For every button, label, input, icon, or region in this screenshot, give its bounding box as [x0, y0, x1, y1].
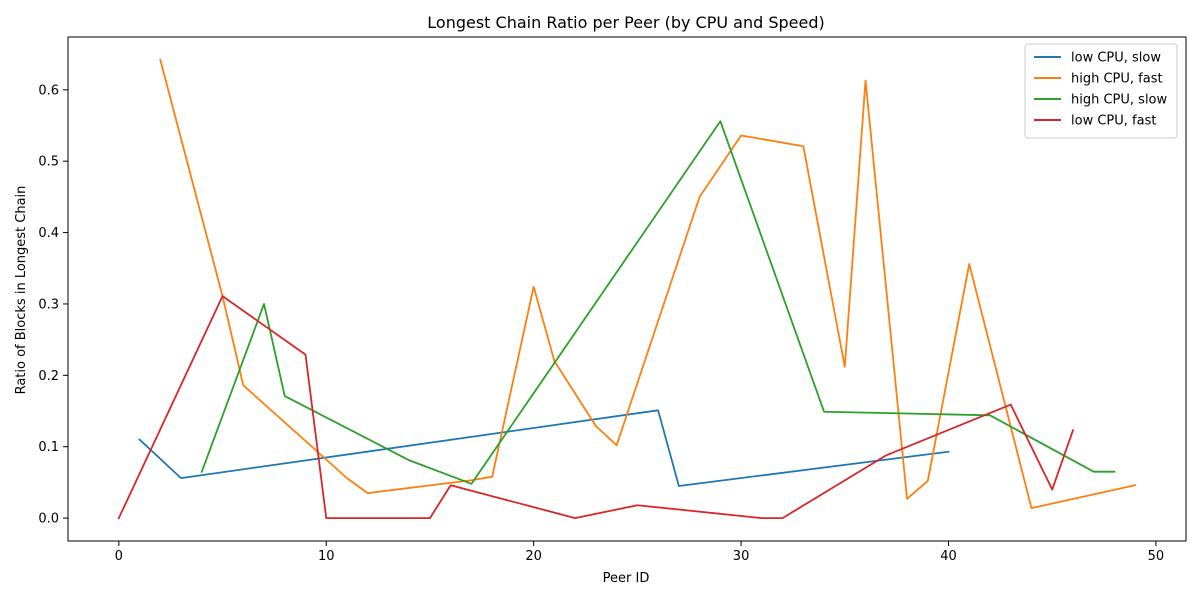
x-tick-label: 10: [318, 549, 335, 564]
y-tick-label: 0.0: [38, 512, 59, 527]
legend-label: high CPU, fast: [1071, 72, 1163, 87]
series-line: [200, 120, 1116, 485]
x-tick-label: 40: [940, 549, 957, 564]
axes-frame: [67, 36, 1187, 542]
y-tick-label: 0.6: [38, 83, 59, 98]
legend: low CPU, slow high CPU, fast high CPU, slo…: [1024, 43, 1178, 139]
y-tick-label: 0.2: [38, 369, 59, 384]
x-axis-label: Peer ID: [603, 571, 650, 586]
legend-label: low CPU, fast: [1071, 114, 1156, 129]
x-tick-label: 50: [1148, 549, 1165, 564]
y-tick-label: 0.5: [38, 155, 59, 170]
series-line: [159, 58, 1137, 509]
legend-label: high CPU, slow: [1071, 93, 1168, 108]
x-tick-label: 0: [115, 549, 123, 564]
y-axis-label: Ratio of Blocks in Longest Chain: [14, 186, 29, 395]
y-axis: 0.0 0.1 0.2 0.3 0.4 0.5 0.6: [38, 83, 68, 527]
legend-box: [1024, 43, 1178, 139]
y-tick-label: 0.3: [38, 297, 59, 312]
x-tick-label: 20: [525, 549, 542, 564]
y-tick-label: 0.1: [38, 440, 59, 455]
y-tick-label: 0.4: [38, 226, 59, 241]
series-line: [117, 295, 1075, 520]
x-tick-label: 30: [733, 549, 750, 564]
x-axis: 0 10 20 30 40 50: [115, 541, 1165, 564]
plot-area: [67, 36, 1187, 542]
chart-title: Longest Chain Ratio per Peer (by CPU and…: [427, 13, 824, 32]
series-line: [138, 409, 950, 487]
legend-label: low CPU, slow: [1071, 51, 1161, 66]
